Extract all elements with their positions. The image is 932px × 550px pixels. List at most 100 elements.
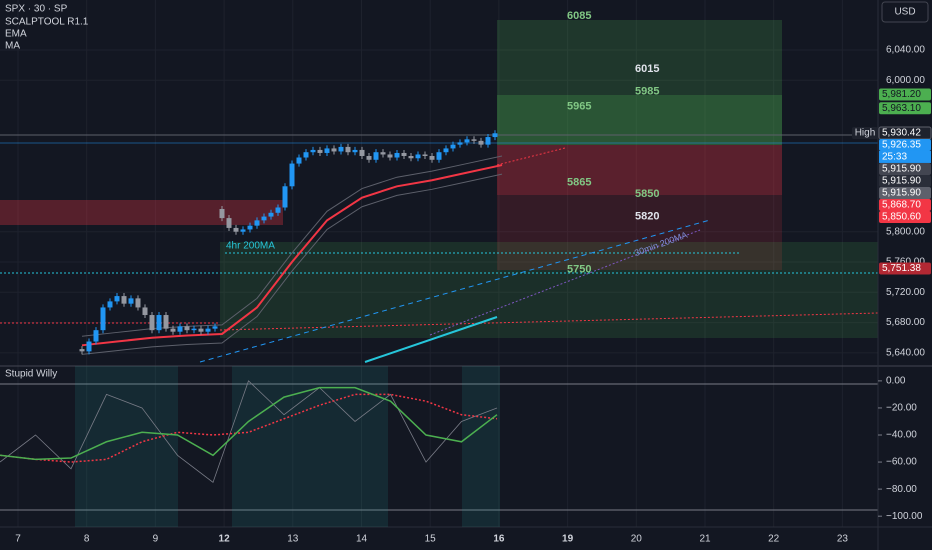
symbol-title: SPX · 30 · SP: [5, 4, 68, 15]
candle-body: [373, 152, 379, 160]
price-badge: [879, 138, 931, 151]
candle-body: [205, 328, 211, 332]
price-badge-label: 5,930.42: [882, 128, 921, 139]
candle-body: [310, 149, 316, 153]
candle-body: [303, 152, 309, 158]
candle-body: [401, 152, 407, 156]
price-badge: [879, 162, 931, 175]
y-tick-label: 6,040.00: [886, 45, 925, 56]
price-badge-label: 5,751.38: [882, 263, 921, 274]
level-label: 5850: [635, 188, 659, 200]
y-tick-label: −20.00: [886, 403, 917, 414]
candle-body: [156, 315, 162, 331]
candle-body: [387, 154, 393, 158]
candle-body: [394, 152, 400, 158]
candle-body: [380, 152, 386, 155]
candle-body: [121, 296, 127, 304]
price-badge-label: 5,868.70: [882, 200, 921, 211]
indicator-name: EMA: [5, 29, 27, 40]
candle-body: [135, 298, 141, 308]
y-tick-label: −40.00: [886, 430, 917, 441]
signal-zone: [462, 366, 500, 527]
x-tick-label: 20: [631, 534, 643, 545]
x-tick-label: 23: [837, 534, 849, 545]
candle-body: [240, 229, 246, 232]
trend-line: [429, 229, 701, 336]
ema-line: [81, 164, 503, 347]
candle-body: [261, 216, 267, 221]
currency-button[interactable]: [881, 1, 929, 23]
candle-body: [219, 209, 225, 219]
candle-body: [324, 148, 330, 153]
candle-body: [86, 341, 92, 352]
price-badge: [879, 186, 931, 199]
candle-body: [450, 144, 456, 149]
x-tick-label: 16: [493, 534, 505, 545]
oscillator-line: [0, 386, 498, 461]
price-badge-label: 5,915.90: [882, 188, 921, 199]
candle-body: [128, 298, 134, 304]
candle-body: [114, 296, 120, 302]
level-label: 5750: [567, 263, 591, 275]
candle-body: [107, 301, 113, 308]
stop-zone: [497, 195, 782, 270]
candle-body: [233, 227, 239, 232]
level-label: 5820: [635, 210, 659, 222]
candle-body: [212, 326, 218, 329]
ma-line: [219, 312, 879, 331]
candle-body: [296, 157, 302, 164]
candle-body: [436, 152, 442, 160]
y-tick-label: 5,760.00: [886, 257, 925, 268]
level-label: 5865: [567, 176, 591, 188]
trend-line: [199, 219, 711, 363]
supply-zone: [0, 200, 283, 225]
price-badge-label: 5,915.90: [882, 176, 921, 187]
x-tick-label: 12: [219, 534, 231, 545]
price-badge: [879, 262, 931, 275]
x-tick-label: 15: [425, 534, 437, 545]
candle-body: [492, 133, 498, 138]
demand-zone: [220, 242, 878, 338]
candle-body: [79, 349, 85, 352]
x-tick-label: 9: [153, 534, 159, 545]
candle-body: [198, 328, 204, 332]
candle-body: [93, 330, 99, 342]
y-tick-label: −80.00: [886, 484, 917, 495]
candle-body: [359, 149, 365, 156]
candle-body: [163, 315, 169, 329]
candle-body: [289, 163, 295, 187]
candle-body: [345, 146, 351, 153]
signal-zone: [232, 366, 388, 527]
candle-body: [485, 137, 491, 145]
target-zone: [497, 95, 782, 145]
price-badge-label: 5,850.60: [882, 212, 921, 223]
x-tick-label: 21: [699, 534, 711, 545]
candle-body: [457, 142, 463, 145]
candle-body: [422, 154, 428, 156]
y-tick-label: 0.00: [886, 376, 906, 387]
x-tick-label: 7: [15, 534, 21, 545]
candle-body: [247, 225, 253, 230]
level-label: 6085: [567, 10, 591, 22]
price-badge: [879, 210, 931, 223]
candle-body: [464, 139, 470, 143]
oscillator-title: Stupid Willy: [5, 369, 57, 380]
price-badge: [879, 88, 931, 101]
candle-body: [478, 140, 484, 145]
candle-body: [100, 307, 106, 331]
candle-body: [142, 307, 148, 316]
candle-body: [408, 155, 414, 159]
x-tick-label: 22: [768, 534, 780, 545]
high-label: High: [855, 128, 876, 139]
price-badge: [879, 198, 931, 211]
candle-body: [331, 148, 337, 152]
countdown-label: 25:33: [882, 152, 907, 163]
candle-body: [191, 328, 197, 331]
x-tick-label: 8: [84, 534, 90, 545]
y-tick-label: 5,640.00: [886, 348, 925, 359]
candle-body: [429, 155, 435, 160]
y-tick-label: 6,000.00: [886, 75, 925, 86]
currency-label[interactable]: USD: [894, 7, 915, 18]
candle-body: [471, 139, 477, 141]
oscillator-line: [0, 380, 498, 484]
